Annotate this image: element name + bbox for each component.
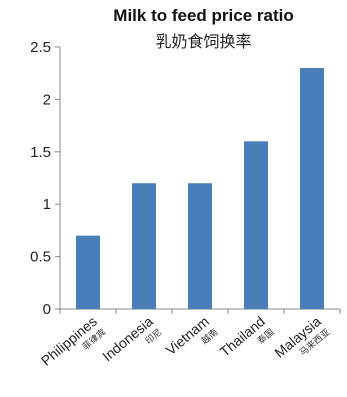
bar xyxy=(244,141,268,309)
y-tick-label: 1 xyxy=(43,196,51,213)
y-tick-label: 1.5 xyxy=(30,144,51,161)
y-tick-label: 0.5 xyxy=(30,249,51,266)
y-tick-label: 2 xyxy=(43,91,51,108)
chart-title: Milk to feed price ratio xyxy=(113,6,294,25)
y-tick-label: 0 xyxy=(43,301,51,318)
chart-subtitle: 乳奶食饲换率 xyxy=(155,32,252,51)
bar xyxy=(132,183,156,309)
bar xyxy=(300,67,324,310)
y-tick-label: 2.5 xyxy=(30,39,51,56)
bar xyxy=(188,183,212,309)
bar xyxy=(76,235,100,309)
